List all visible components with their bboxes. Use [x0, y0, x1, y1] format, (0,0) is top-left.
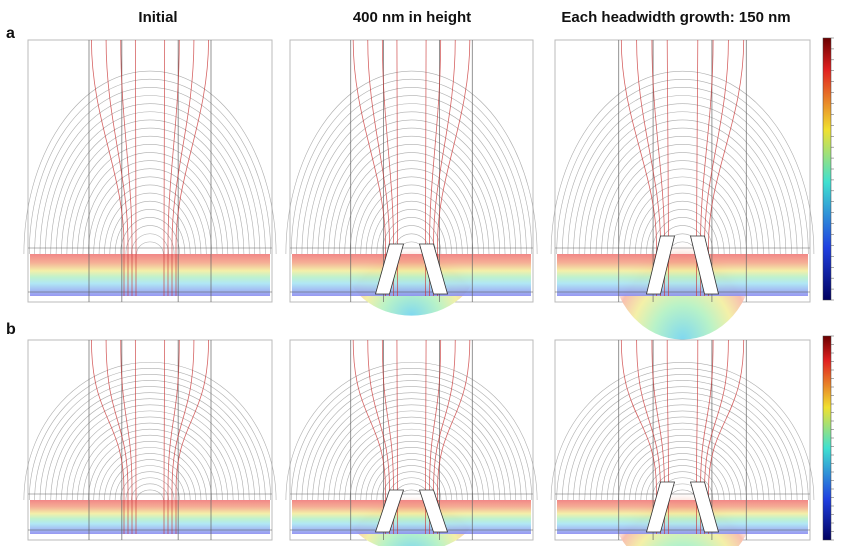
substrate-band	[557, 254, 808, 296]
substrate-band	[30, 254, 270, 296]
panels	[24, 38, 834, 546]
row-label: a	[6, 25, 15, 42]
row-label: b	[6, 321, 16, 338]
column-title: Initial	[138, 9, 177, 26]
substrate-band	[292, 254, 531, 296]
colorbar	[823, 336, 831, 540]
panel	[551, 340, 814, 546]
panel	[286, 340, 537, 546]
substrate-band	[292, 500, 531, 534]
colorbar	[823, 38, 831, 300]
panel	[551, 40, 814, 340]
panel	[24, 40, 276, 302]
panel	[24, 340, 276, 540]
substrate-band	[30, 500, 270, 534]
column-title: Each headwidth growth: 150 nm	[561, 9, 790, 26]
figure: Initial 400 nm in height Each headwidth …	[0, 0, 846, 546]
substrate-band	[557, 500, 808, 534]
column-title: 400 nm in height	[353, 9, 471, 26]
panel	[286, 40, 537, 316]
